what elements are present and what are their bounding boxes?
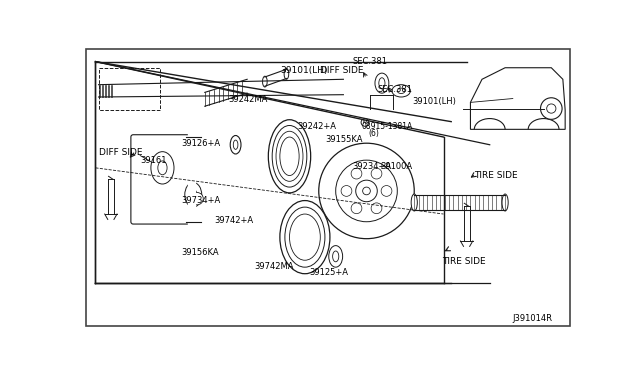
Bar <box>99 68 160 110</box>
Text: SEC.381: SEC.381 <box>353 57 388 66</box>
Text: SEC.381: SEC.381 <box>378 85 412 94</box>
Circle shape <box>381 186 392 196</box>
Text: 39242MA: 39242MA <box>228 96 268 105</box>
Text: 39101(LH): 39101(LH) <box>280 66 328 75</box>
Circle shape <box>356 180 378 202</box>
Ellipse shape <box>280 137 299 176</box>
Circle shape <box>351 168 362 179</box>
Text: TIRE SIDE: TIRE SIDE <box>474 171 518 180</box>
Ellipse shape <box>397 88 405 93</box>
Circle shape <box>191 192 204 205</box>
Circle shape <box>363 187 371 195</box>
Circle shape <box>336 160 397 222</box>
Text: 39234+A: 39234+A <box>353 162 392 171</box>
Ellipse shape <box>280 201 330 274</box>
Ellipse shape <box>375 73 389 93</box>
Text: 39156KA: 39156KA <box>182 248 220 257</box>
Ellipse shape <box>158 161 167 175</box>
Text: (6): (6) <box>368 129 379 138</box>
Text: 39101(LH): 39101(LH) <box>413 97 456 106</box>
Ellipse shape <box>411 194 417 211</box>
Ellipse shape <box>262 76 267 87</box>
Ellipse shape <box>392 85 410 97</box>
Circle shape <box>547 104 556 113</box>
Text: 39161: 39161 <box>140 155 166 164</box>
Text: M: M <box>363 120 367 125</box>
Polygon shape <box>470 68 565 129</box>
Text: 39125+A: 39125+A <box>310 268 349 277</box>
Ellipse shape <box>333 251 339 262</box>
Text: 39155KA: 39155KA <box>325 135 362 144</box>
Text: DIFF SIDE: DIFF SIDE <box>99 148 142 157</box>
Text: 39100A: 39100A <box>380 162 413 171</box>
Circle shape <box>351 203 362 214</box>
Text: 08915-1381A: 08915-1381A <box>362 122 413 131</box>
Ellipse shape <box>268 120 310 193</box>
Text: 39242+A: 39242+A <box>297 122 336 131</box>
Circle shape <box>319 143 414 239</box>
Circle shape <box>371 168 382 179</box>
Ellipse shape <box>189 189 197 200</box>
Circle shape <box>371 203 382 214</box>
Ellipse shape <box>185 183 202 207</box>
Ellipse shape <box>234 140 238 150</box>
Text: 39126+A: 39126+A <box>182 139 221 148</box>
Ellipse shape <box>151 152 174 184</box>
Text: J391014R: J391014R <box>513 314 553 323</box>
Text: 39734+A: 39734+A <box>182 196 221 205</box>
Text: DIFF SIDE: DIFF SIDE <box>320 66 364 75</box>
Ellipse shape <box>502 194 508 211</box>
Ellipse shape <box>285 207 325 267</box>
Ellipse shape <box>276 131 303 181</box>
Circle shape <box>541 98 562 119</box>
Ellipse shape <box>272 125 307 187</box>
Circle shape <box>341 186 352 196</box>
Text: 39742+A: 39742+A <box>214 216 253 225</box>
Ellipse shape <box>284 68 289 79</box>
Ellipse shape <box>230 135 241 154</box>
Ellipse shape <box>289 214 320 260</box>
Ellipse shape <box>329 246 342 267</box>
FancyBboxPatch shape <box>131 135 194 224</box>
Circle shape <box>361 119 369 126</box>
Text: TIRE SIDE: TIRE SIDE <box>442 257 486 266</box>
Text: 39742MA: 39742MA <box>254 262 294 271</box>
Ellipse shape <box>379 78 385 89</box>
